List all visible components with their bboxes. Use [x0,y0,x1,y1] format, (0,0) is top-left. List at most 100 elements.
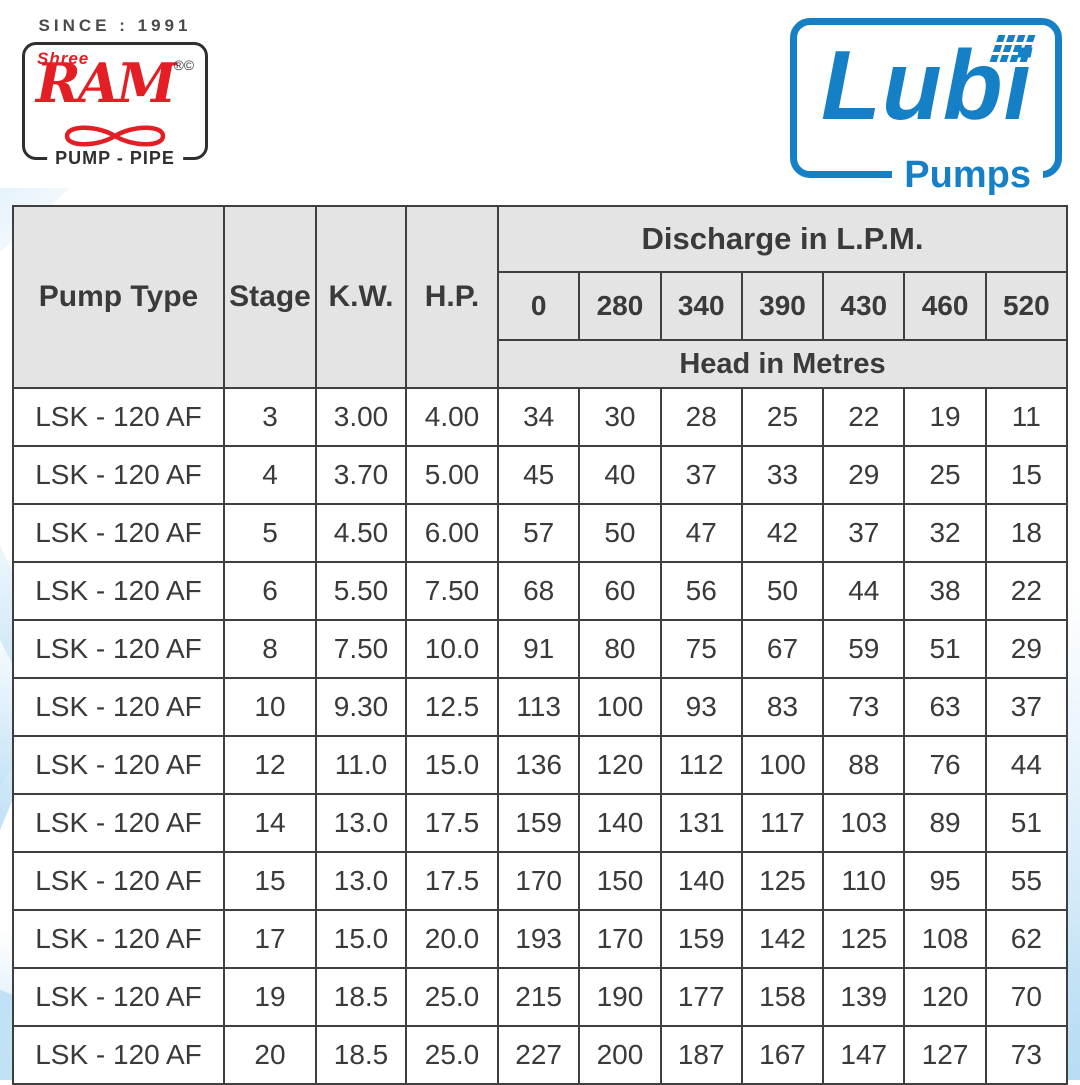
head-value-cell: 100 [740,735,825,795]
head-value-cell: 62 [984,909,1069,969]
head-value-cell: 55 [984,851,1069,911]
head-value-cell: 120 [578,735,662,795]
stage-cell: 8 [223,619,317,679]
ram-text: RAM [35,51,177,115]
pump-type-cell: LSK - 120 AF [12,503,225,563]
head-value-cell: 19 [903,387,987,447]
head-value-cell: 32 [903,503,987,563]
head-value-cell: 117 [740,793,825,853]
head-value-cell: 37 [822,503,906,563]
column-header-hp: H.P. [405,205,499,389]
head-value-cell: 108 [903,909,987,969]
kw-cell: 3.70 [315,445,407,505]
head-value-cell: 159 [496,793,581,853]
head-value-cell: 100 [578,677,662,737]
head-value-cell: 112 [659,735,743,795]
discharge-value-header: 430 [822,271,906,341]
stage-cell: 6 [223,561,317,621]
table-row: LSK - 120 AF 20 18.5 25.0 227 200 187 167 147 127… [12,1025,1069,1085]
head-value-cell: 125 [740,851,825,911]
lubi-logo: Lubi Pumps [790,18,1062,198]
head-value-cell: 131 [659,793,743,853]
pump-type-cell: LSK - 120 AF [12,735,225,795]
hp-cell: 7.50 [405,561,499,621]
head-value-cell: 139 [822,967,906,1027]
head-value-cell: 88 [822,735,906,795]
kw-cell: 11.0 [315,735,407,795]
hp-cell: 20.0 [405,909,499,969]
head-value-cell: 29 [984,619,1069,679]
stage-cell: 19 [223,967,317,1027]
discharge-value-header: 460 [903,271,987,341]
head-value-cell: 147 [822,1025,906,1085]
ram-wordmark: RAM®© [25,55,205,111]
head-value-cell: 73 [984,1025,1069,1085]
head-value-cell: 57 [496,503,581,563]
kw-cell: 18.5 [315,967,407,1027]
head-value-cell: 73 [822,677,906,737]
head-value-cell: 167 [740,1025,825,1085]
kw-cell: 7.50 [315,619,407,679]
head-value-cell: 34 [496,387,581,447]
pump-type-cell: LSK - 120 AF [12,1025,225,1085]
head-value-cell: 170 [578,909,662,969]
head-value-cell: 25 [740,387,825,447]
head-value-cell: 200 [578,1025,662,1085]
head-value-cell: 59 [822,619,906,679]
head-value-cell: 15 [984,445,1069,505]
head-value-cell: 80 [578,619,662,679]
head-value-cell: 22 [984,561,1069,621]
head-value-cell: 113 [496,677,581,737]
stage-cell: 4 [223,445,317,505]
kw-cell: 15.0 [315,909,407,969]
discharge-header: Discharge in L.P.M. [497,205,1068,273]
head-value-cell: 60 [578,561,662,621]
hp-cell: 6.00 [405,503,499,563]
stage-cell: 12 [223,735,317,795]
column-header-stage: Stage [223,205,317,389]
head-value-cell: 38 [903,561,987,621]
since-text: SINCE : 1991 [38,16,192,35]
head-value-cell: 215 [496,967,581,1027]
trademark-symbols: ®© [173,57,195,73]
head-value-cell: 193 [496,909,581,969]
head-value-cell: 18 [984,503,1069,563]
head-value-cell: 93 [659,677,743,737]
head-value-cell: 136 [496,735,581,795]
table-row: LSK - 120 AF 19 18.5 25.0 215 190 177 158 139 120… [12,967,1069,1027]
head-value-cell: 63 [903,677,987,737]
hp-cell: 17.5 [405,851,499,911]
head-value-cell: 89 [903,793,987,853]
head-value-cell: 110 [822,851,906,911]
column-header-kw: K.W. [315,205,407,389]
head-value-cell: 142 [740,909,825,969]
column-header-pump-type: Pump Type [12,205,225,389]
table-row: LSK - 120 AF 15 13.0 17.5 170 150 140 125 110 95 5… [12,851,1069,911]
head-value-cell: 45 [496,445,581,505]
table-row: LSK - 120 AF 10 9.30 12.5 113 100 93 83 73 63 37 [12,677,1069,737]
stage-cell: 5 [223,503,317,563]
table-row: LSK - 120 AF 12 11.0 15.0 136 120 112 100 88 76 44 [12,735,1069,795]
head-value-cell: 125 [822,909,906,969]
table-row: LSK - 120 AF 5 4.50 6.00 57 50 47 42 37 32 18 [12,503,1069,563]
hp-cell: 17.5 [405,793,499,853]
head-value-cell: 56 [659,561,743,621]
head-value-cell: 44 [984,735,1069,795]
head-value-cell: 70 [984,967,1069,1027]
shree-text: Shree [37,49,90,68]
head-in-metres-header: Head in Metres [497,339,1068,389]
discharge-value-header: 0 [496,271,581,341]
pump-pipe-text: PUMP - PIPE [47,148,183,169]
head-value-cell: 28 [659,387,743,447]
head-value-cell: 29 [822,445,906,505]
pump-type-cell: LSK - 120 AF [12,445,225,505]
head-value-cell: 42 [740,503,825,563]
pump-spec-table: Pump Type Stage K.W. H.P. Discharge in L… [12,205,1069,1085]
kw-cell: 13.0 [315,851,407,911]
head-value-cell: 50 [578,503,662,563]
table-row: LSK - 120 AF 17 15.0 20.0 193 170 159 142 125 108… [12,909,1069,969]
head-value-cell: 83 [740,677,825,737]
stage-cell: 10 [223,677,317,737]
table-row: LSK - 120 AF 6 5.50 7.50 68 60 56 50 44 38 22 [12,561,1069,621]
pump-type-cell: LSK - 120 AF [12,967,225,1027]
